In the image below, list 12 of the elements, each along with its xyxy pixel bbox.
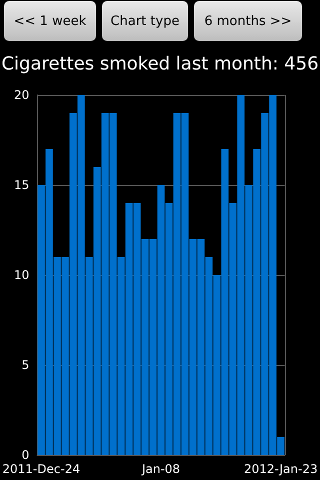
y-tick-label: 0 bbox=[22, 448, 30, 462]
y-tick-label: 15 bbox=[14, 178, 30, 192]
x-tick-label: 2011-Dec-24 bbox=[2, 462, 80, 476]
y-tick-label: 20 bbox=[14, 88, 30, 102]
text: << 1 week bbox=[4, 1, 96, 41]
x-tick-label: Jan-08 bbox=[140, 462, 180, 476]
text: 6 months >> bbox=[194, 1, 302, 41]
y-tick-label: 10 bbox=[14, 268, 30, 282]
y-tick-label: 5 bbox=[22, 358, 30, 372]
chart-title: Cigarettes smoked last month: 456 bbox=[1, 54, 319, 74]
text: Chart type bbox=[102, 1, 188, 41]
x-tick-label: 2012-Jan-23 bbox=[244, 462, 318, 476]
